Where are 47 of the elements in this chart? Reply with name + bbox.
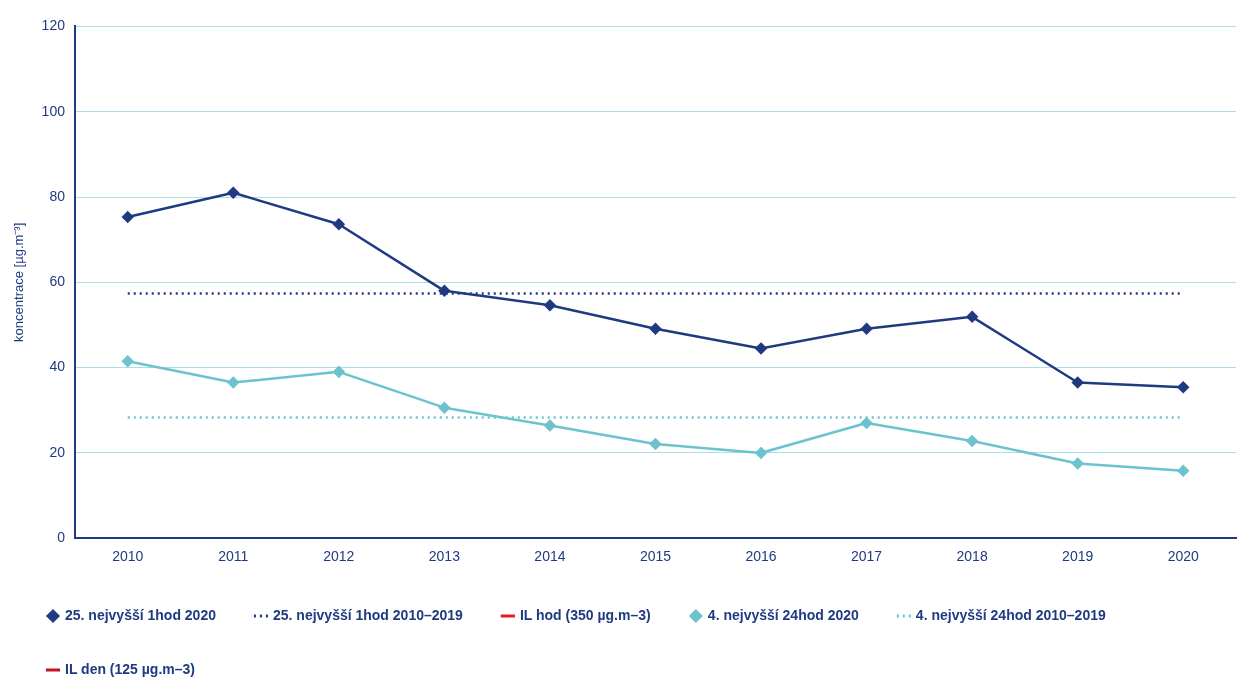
y-tick-label: 0	[57, 529, 66, 546]
point	[227, 186, 240, 199]
point	[649, 438, 662, 450]
x-tick-label: 2016	[745, 548, 777, 565]
x-tick-label: 2014	[534, 548, 566, 565]
y-tick-label: 80	[49, 187, 66, 204]
point	[544, 419, 556, 432]
y-tick-label: 60	[49, 273, 66, 290]
x-tick-label: 2011	[218, 548, 249, 565]
y-tick-label: 20	[49, 443, 66, 460]
legend-label: 4. nejvyšší 24hod 2010–2019	[915, 606, 1106, 623]
point	[333, 218, 345, 231]
y-tick-label: 120	[41, 17, 66, 34]
legend-label: 4. nejvyšší 24hod 2020	[707, 606, 860, 623]
legend-label: IL hod (350 µg.m–3)	[519, 606, 651, 623]
point	[121, 355, 134, 367]
point	[966, 435, 978, 447]
y-axis-title: koncentrace [µg.m⁻³]	[11, 222, 27, 342]
point	[1071, 457, 1084, 470]
legend-label: 25. nejvyšší 1hod 2020	[65, 606, 217, 623]
y-tick-label: 40	[49, 358, 66, 375]
point	[438, 401, 451, 414]
x-tick-label: 2017	[851, 548, 883, 565]
x-tick-label: 2015	[639, 548, 672, 565]
x-tick-label: 2019	[1062, 548, 1094, 565]
point	[1071, 376, 1084, 389]
point	[227, 376, 240, 389]
x-tick-label: 2012	[323, 548, 355, 565]
point	[649, 323, 662, 335]
point	[755, 342, 767, 355]
x-tick-label: 2010	[112, 548, 144, 565]
legend-label: 25. nejvyšší 1hod 2010–2019	[272, 606, 464, 623]
point	[544, 299, 556, 312]
x-tick-label: 2013	[428, 548, 461, 565]
legend-label: IL den (125 µg.m–3)	[65, 660, 195, 677]
point	[1177, 465, 1189, 477]
point	[966, 311, 978, 323]
point	[333, 366, 345, 378]
point	[438, 285, 451, 297]
point	[860, 323, 873, 335]
point	[121, 211, 134, 223]
x-tick-label: 2018	[956, 548, 988, 565]
y-tick-label: 100	[41, 102, 66, 119]
x-tick-label: 2020	[1167, 548, 1200, 565]
point	[755, 447, 767, 459]
point	[1177, 381, 1189, 393]
point	[860, 417, 873, 429]
